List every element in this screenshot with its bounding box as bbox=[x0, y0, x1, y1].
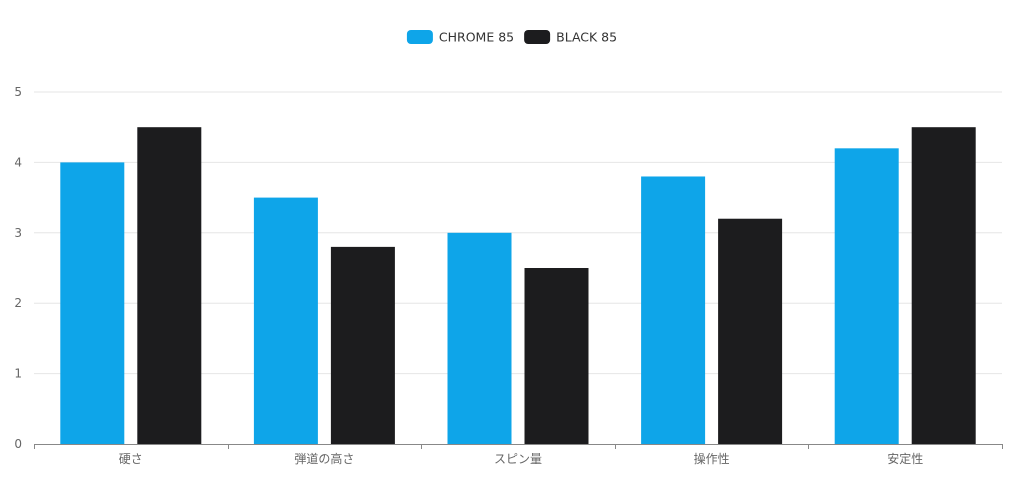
legend-item[interactable]: BLACK 85 bbox=[524, 30, 617, 45]
x-category-label: 操作性 bbox=[694, 451, 730, 466]
y-tick-label: 4 bbox=[14, 155, 22, 169]
legend-label: CHROME 85 bbox=[439, 30, 514, 45]
bar[interactable] bbox=[524, 268, 589, 444]
y-tick-label: 0 bbox=[14, 437, 22, 451]
bar[interactable] bbox=[447, 232, 512, 444]
x-category-label: スピン量 bbox=[494, 452, 542, 466]
bar[interactable] bbox=[834, 148, 899, 444]
bar[interactable] bbox=[137, 127, 202, 444]
bar[interactable] bbox=[911, 127, 976, 444]
legend-item[interactable]: CHROME 85 bbox=[406, 30, 514, 45]
bar[interactable] bbox=[330, 246, 395, 444]
legend[interactable]: CHROME 85 BLACK 85 bbox=[406, 30, 617, 45]
bar[interactable] bbox=[60, 162, 125, 444]
y-tick-label: 1 bbox=[14, 367, 22, 381]
bar[interactable] bbox=[641, 176, 706, 445]
bars bbox=[60, 127, 976, 445]
y-tick-label: 3 bbox=[14, 226, 22, 240]
bar[interactable] bbox=[253, 197, 318, 444]
x-category-label: 弾道の高さ bbox=[294, 451, 354, 466]
y-tick-label: 2 bbox=[14, 296, 22, 310]
x-category-label: 安定性 bbox=[887, 451, 923, 466]
y-tick-label: 5 bbox=[14, 85, 22, 99]
legend-label: BLACK 85 bbox=[556, 30, 617, 45]
bar[interactable] bbox=[718, 218, 783, 444]
x-axis: 硬さ 弾道の高さ スピン量 操作性 安定性 bbox=[34, 444, 1003, 466]
y-axis-ticks: 0 1 2 3 4 5 bbox=[14, 85, 22, 451]
x-category-label: 硬さ bbox=[119, 452, 143, 466]
legend-swatch bbox=[406, 30, 433, 44]
legend-swatch bbox=[524, 30, 551, 44]
